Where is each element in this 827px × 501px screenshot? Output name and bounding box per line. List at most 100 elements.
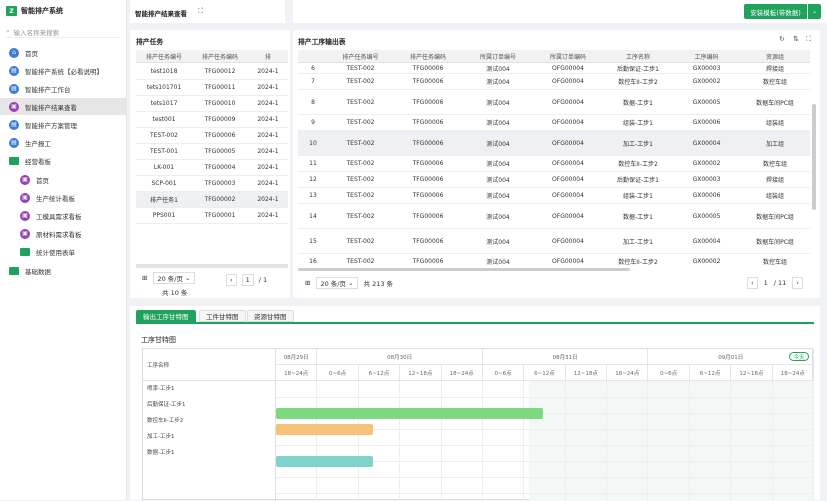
table-cell: 测试004 bbox=[486, 213, 510, 221]
task-total: 共 10 条 bbox=[162, 289, 188, 297]
gantt-bar[interactable] bbox=[276, 408, 543, 419]
column-header[interactable]: 资源组 bbox=[765, 53, 784, 61]
next-page-icon[interactable]: › bbox=[792, 277, 803, 289]
page-size-select[interactable]: 20 条/页 ⌄ bbox=[316, 277, 358, 289]
table-row[interactable]: 12 TEST-002 TFG00006 测试004 OFG00004 后勤保证-工步1 G… bbox=[298, 172, 810, 188]
column-header[interactable]: 工序名称 bbox=[625, 53, 650, 61]
table-row[interactable]: 8 TEST-002 TFG00006 测试004 OFG00004 数据-工步1 GX00… bbox=[298, 90, 810, 115]
table-cell: OFG00004 bbox=[552, 139, 584, 147]
sidebar-item-dash-home[interactable]: ▣ 首页 bbox=[0, 171, 127, 188]
table-row[interactable]: SCP-001 TFG00003 2024-1 bbox=[136, 176, 288, 192]
table-cell: OFG00004 bbox=[552, 176, 584, 183]
gantt-grid bbox=[276, 381, 814, 501]
table-row[interactable]: 6 TEST-002 TFG00006 测试004 OFG00004 后勤保证-工步1 GX… bbox=[298, 64, 810, 74]
table-cell: 2024-1 bbox=[257, 132, 279, 139]
table-row[interactable]: 排产任务1 TFG00002 2024-1 bbox=[136, 192, 288, 208]
table-row[interactable]: test1018 TFG00012 2024-1 bbox=[136, 64, 288, 80]
table-cell: TFG00006 bbox=[412, 258, 444, 265]
table-row[interactable]: 14 TEST-002 TFG00006 测试004 OFG00004 数据-工步1 GX0… bbox=[298, 204, 810, 229]
tab-workpiece-gantt[interactable]: 工件甘特图 bbox=[199, 310, 246, 322]
table-row[interactable]: TEST-002 TFG00006 2024-1 bbox=[136, 128, 288, 144]
tab-process-gantt[interactable]: 输出工序甘特图 bbox=[136, 310, 196, 322]
horizontal-scrollbar[interactable] bbox=[136, 264, 288, 268]
gantt-date-row: 08月29日 08月30日 08月31日 09月01日 bbox=[276, 349, 814, 365]
refresh-icon[interactable]: ↻ bbox=[779, 35, 785, 43]
table-cell: GX00005 bbox=[692, 212, 721, 220]
column-header[interactable]: 所属订单编号 bbox=[479, 53, 516, 61]
column-header[interactable]: 所属订单编码 bbox=[549, 53, 586, 61]
sidebar-item-material-demand[interactable]: ▣ 原材料需求看板 bbox=[0, 225, 127, 242]
table-cell: TEST-002 bbox=[346, 160, 375, 167]
column-header[interactable]: 排产任务编号 bbox=[145, 53, 182, 61]
column-header[interactable]: 排产任务编号 bbox=[342, 53, 379, 61]
sidebar-item-report[interactable]: ▤ 生产报工 bbox=[0, 134, 127, 151]
prev-page-icon[interactable]: ‹ bbox=[747, 277, 758, 289]
column-header[interactable]: 工序编码 bbox=[694, 53, 719, 61]
sidebar-item-basic-data[interactable]: 基础数据 bbox=[0, 262, 127, 279]
sidebar-item-production-stats[interactable]: ▣ 生产统计看板 bbox=[0, 189, 127, 206]
sidebar-item-results[interactable]: ▣ 智能排产结果查看 bbox=[0, 98, 127, 115]
gantt-column bbox=[773, 381, 814, 501]
chevron-down-icon[interactable]: ⌄ bbox=[808, 4, 821, 19]
report-icon: ▣ bbox=[20, 210, 30, 221]
table-row[interactable]: test001 TFG00009 2024-1 bbox=[136, 112, 288, 128]
search-input[interactable]: 输入名称来搜索 bbox=[13, 28, 60, 37]
table-cell: 8 bbox=[311, 98, 315, 106]
table-cell: TFG00009 bbox=[204, 116, 236, 123]
tab-resource-gantt[interactable]: 资源甘特图 bbox=[247, 310, 294, 322]
column-header[interactable]: 排产任务编码 bbox=[201, 53, 238, 61]
table-row[interactable]: TEST-001 TFG00005 2024-1 bbox=[136, 144, 288, 160]
page-input[interactable]: 1 bbox=[763, 279, 768, 287]
install-template-button[interactable]: 安装模板(带数据) bbox=[744, 4, 807, 19]
table-row[interactable]: 13 TEST-002 TFG00006 测试004 OFG00004 组装-工步1 GX0… bbox=[298, 188, 810, 204]
table-row[interactable]: tets1017 TFG00010 2024-1 bbox=[136, 96, 288, 112]
sidebar-item-label: 生产统计看板 bbox=[36, 194, 75, 203]
table-cell: TEST-002 bbox=[346, 176, 375, 183]
table-row[interactable]: 9 TEST-002 TFG00006 测试004 OFG00004 组装-工步1 GX00… bbox=[298, 115, 810, 131]
sidebar-item-guide[interactable]: ▤ 智能排产系统【必看说明】 bbox=[0, 62, 127, 79]
column-settings-icon[interactable]: ⇅ bbox=[793, 35, 799, 43]
fullscreen-icon[interactable]: ⛶ bbox=[198, 7, 203, 15]
sidebar-search[interactable]: ⌕ 输入名称来搜索 bbox=[6, 26, 121, 38]
prev-page-icon[interactable]: ‹ bbox=[226, 274, 237, 286]
gantt-bar-after-sales[interactable] bbox=[276, 408, 543, 419]
table-cell: 加工-工步1 bbox=[623, 238, 653, 246]
table-row[interactable]: 16 TEST-002 TFG00006 测试004 OFG00004 数控车II-工步2… bbox=[298, 254, 810, 268]
sidebar-item-plans[interactable]: ▤ 智能排产方案管理 bbox=[0, 116, 127, 133]
table-cell: TFG00006 bbox=[412, 237, 444, 245]
table-row[interactable]: 7 TEST-002 TFG00006 测试004 OFG00004 数控车II-工步2 G… bbox=[298, 74, 810, 90]
table-cell: 测试004 bbox=[486, 193, 510, 200]
table-row[interactable]: tets101701 TFG00011 2024-1 bbox=[136, 80, 288, 96]
table-row[interactable]: 10 TEST-002 TFG00006 测试004 OFG00004 加工-工步1 GX0… bbox=[298, 131, 810, 156]
table-cell: 7 bbox=[311, 78, 315, 85]
table-row[interactable]: 15 TEST-002 TFG00006 测试004 OFG00004 加工-工步1 GX0… bbox=[298, 229, 810, 254]
horizontal-scrollbar[interactable] bbox=[298, 268, 630, 271]
column-header[interactable]: 排 bbox=[264, 53, 271, 61]
table-cell: TFG00006 bbox=[412, 119, 444, 126]
page-input[interactable]: 1 bbox=[241, 274, 254, 286]
sidebar-item-stat-forms[interactable]: 统计使用表单 bbox=[0, 243, 127, 260]
fullscreen-icon[interactable]: ⛶ bbox=[806, 35, 811, 43]
page-size-select[interactable]: 20 条/页 ⌄ bbox=[153, 272, 195, 284]
table-row[interactable]: 11 TEST-002 TFG00006 测试004 OFG00004 数控车II-工步2… bbox=[298, 156, 810, 172]
app-logo[interactable]: Z 智能排产系统 bbox=[6, 6, 63, 16]
table-row[interactable]: LK-001 TFG00004 2024-1 bbox=[136, 160, 288, 176]
vertical-scrollbar[interactable] bbox=[812, 104, 816, 210]
gantt-bar[interactable] bbox=[276, 456, 373, 467]
sidebar-item-workbench[interactable]: ▤ 智能排产工作台 bbox=[0, 80, 127, 97]
gantt-bar[interactable] bbox=[276, 424, 373, 435]
sidebar-item-dashboard[interactable]: 经营看板 bbox=[0, 152, 127, 169]
gantt-slot: 12~18点 bbox=[400, 365, 442, 381]
home-icon: ⌂ bbox=[9, 47, 19, 58]
table-cell: 测试004 bbox=[486, 99, 510, 107]
sidebar-item-tooling-demand[interactable]: ▣ 工模具需求看板 bbox=[0, 207, 127, 224]
today-button[interactable]: 今天 bbox=[789, 352, 809, 361]
sidebar-item-home[interactable]: ⌂ 首页 bbox=[0, 44, 127, 61]
page-size-label: 20 条/页 bbox=[320, 280, 346, 288]
column-header[interactable]: 排产任务编码 bbox=[409, 53, 446, 61]
gantt-bar-data[interactable] bbox=[276, 456, 373, 467]
table-row[interactable]: PPS001 TFG00001 2024-1 bbox=[136, 208, 288, 224]
page-title: 智能排产结果查看 bbox=[135, 10, 187, 18]
gantt-bar-cnc[interactable] bbox=[276, 424, 373, 435]
table-cell: 9 bbox=[311, 119, 315, 126]
